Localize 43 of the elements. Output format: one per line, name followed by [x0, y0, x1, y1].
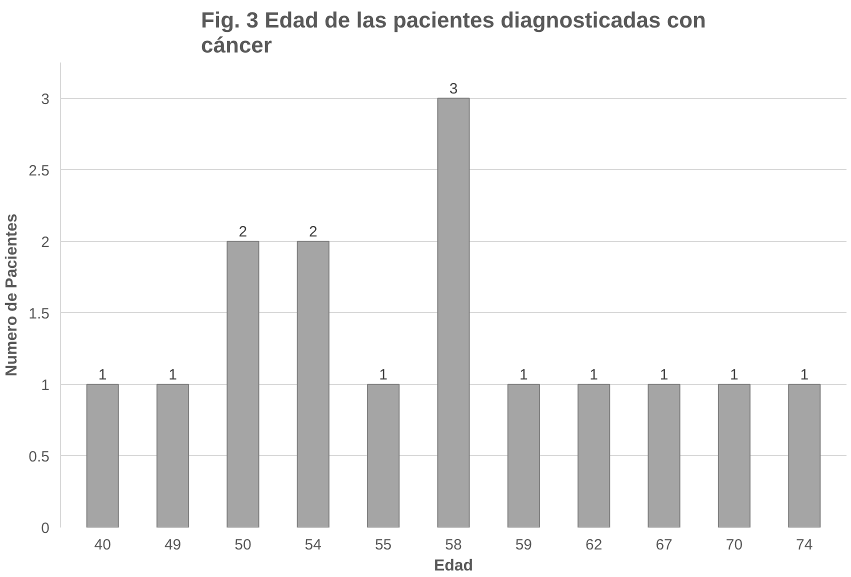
bar: [156, 384, 190, 528]
y-tick-label: 1: [41, 376, 50, 394]
bar: [367, 384, 400, 528]
data-label: 3: [449, 80, 458, 98]
y-axis-title: Numero de Pacientes: [4, 214, 21, 376]
x-tick-label: 49: [164, 536, 182, 554]
bar: [86, 384, 119, 528]
y-tick-label: 3: [41, 90, 50, 108]
x-tick-label: 70: [726, 536, 743, 554]
chart-title: Fig. 3 Edad de las pacientes diagnosticadas con cáncer: [201, 8, 706, 58]
x-tick-label: 50: [234, 536, 252, 554]
data-label: 1: [590, 366, 598, 384]
bar: [507, 384, 540, 528]
x-tick-label: 54: [304, 536, 322, 554]
bar: [648, 384, 680, 528]
bar: [226, 240, 260, 528]
y-tick-label: 1.5: [28, 305, 50, 322]
bar: [788, 384, 821, 528]
x-tick-label: 67: [656, 536, 672, 554]
x-axis-title: Edad: [434, 558, 474, 574]
x-tick-label: 40: [94, 536, 111, 554]
y-tick-label: 0.5: [28, 448, 50, 466]
data-label: 1: [730, 366, 738, 384]
data-label: 1: [660, 366, 668, 384]
bar: [296, 240, 330, 528]
data-label: 2: [308, 223, 318, 240]
bar: [718, 384, 751, 528]
data-label: 1: [800, 366, 809, 384]
data-label: 1: [98, 366, 107, 384]
data-label: 2: [238, 223, 248, 240]
data-label: 1: [379, 366, 388, 384]
x-tick-label: 59: [515, 536, 532, 554]
bar: [578, 384, 610, 528]
x-tick-label: 55: [374, 536, 392, 554]
bar: [437, 98, 470, 528]
x-tick-label: 58: [445, 536, 462, 554]
y-tick-label: 0: [41, 520, 50, 537]
data-label: 1: [520, 366, 528, 384]
y-tick-label: 2: [41, 234, 50, 251]
x-tick-label: 62: [586, 536, 602, 554]
y-tick-label: 2.5: [28, 162, 50, 180]
x-tick-label: 74: [796, 536, 813, 554]
data-label: 1: [168, 366, 177, 384]
